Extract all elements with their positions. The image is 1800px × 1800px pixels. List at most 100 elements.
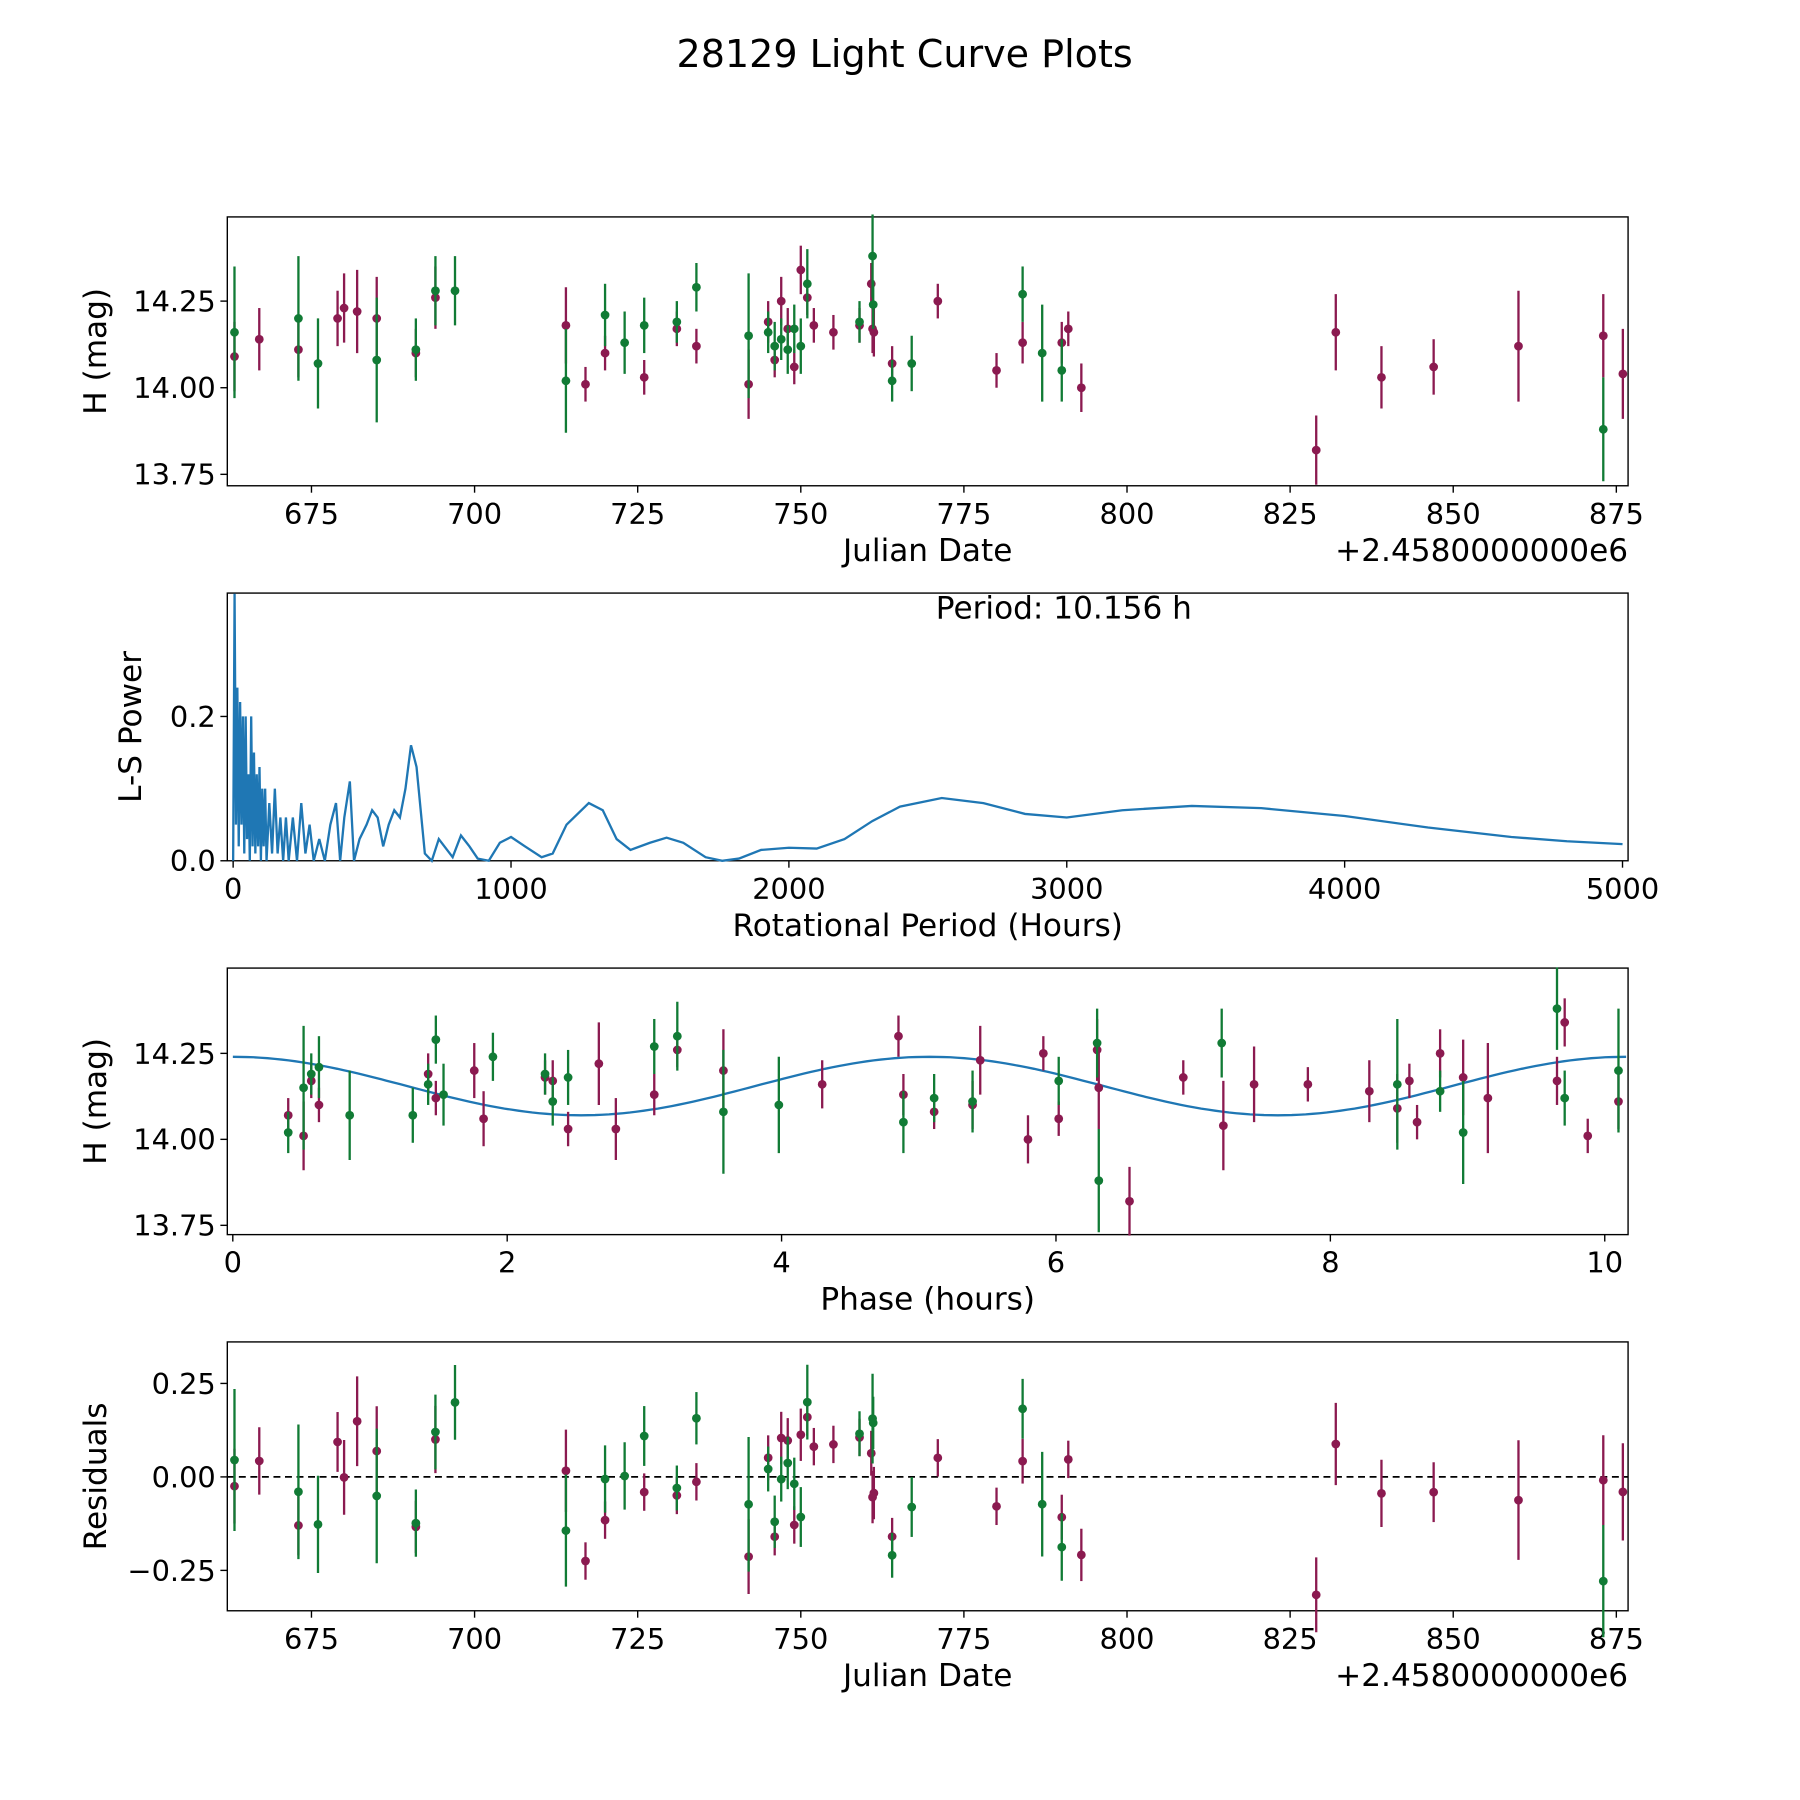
x-tick-label: 800 [1099,1622,1154,1656]
y-tick-label: −0.25 [127,1554,215,1588]
data-point [907,1502,917,1512]
data-point [372,355,382,365]
data-point [796,1512,806,1522]
data-point [1037,348,1047,358]
data-point [1054,1076,1064,1086]
data-point [809,1442,819,1452]
data-point [600,1515,610,1525]
data-point [431,1035,441,1044]
x-axis-label: Julian Date [841,533,1012,569]
data-point [992,366,1001,375]
data-point [1514,1495,1523,1505]
data-point [230,327,239,337]
x-axis-label: Phase (hours) [820,1282,1035,1318]
data-point [855,317,864,327]
data-point [479,1114,488,1124]
x-tick-label: 850 [1426,1622,1481,1656]
data-point [594,1059,604,1069]
data-point [345,1110,355,1120]
data-point [1598,1475,1608,1485]
x-tick-label: 700 [447,497,502,531]
data-point [899,1117,908,1127]
data-point [829,327,838,337]
data-point [1514,341,1523,351]
x-tick-label: 8 [1321,1246,1339,1280]
data-point [423,1079,433,1089]
data-point [450,286,460,296]
data-point [796,1430,806,1440]
data-point [294,1487,303,1497]
x-tick-label: 6 [1047,1246,1065,1280]
data-point [639,320,649,330]
data-point [802,279,812,289]
panel-residuals: 675 700 725 750 775 800 825 850 875 −0.25 0.00 0.25… [78,1341,1644,1694]
data-point [333,1437,342,1447]
x-tick-label: 750 [773,1622,828,1656]
x-tick-label: 800 [1099,497,1154,531]
x-offset-label: +2.4580000000e6 [1335,533,1628,569]
data-point [933,1453,943,1463]
data-point [1178,1073,1188,1082]
x-tick-label: 0 [224,1246,242,1280]
x-axis-label: Rotational Period (Hours) [732,908,1122,944]
data-point [339,303,349,313]
data-point [1218,1121,1228,1130]
data-point [313,359,323,368]
data-point [783,1458,793,1468]
y-tick-label: 14.00 [133,1123,216,1157]
data-point [783,345,793,354]
x-tick-label: 775 [936,497,991,531]
x-tick-label: 875 [1589,497,1644,531]
data-point [600,1474,610,1484]
data-point [1435,1048,1445,1058]
data-point [789,362,799,372]
panel-light-curve: 675 700 725 750 775 800 825 850 875 13.75 14.00 14.… [78,214,1644,569]
data-point [869,327,879,337]
data-point [1076,1550,1086,1560]
data-point [649,1042,659,1051]
data-point [1412,1117,1422,1127]
data-point [1429,362,1439,372]
data-point [817,1079,827,1089]
y-tick-label: 14.25 [133,284,216,318]
x-tick-label: 675 [284,497,339,531]
data-point [796,265,806,275]
data-point [411,1518,421,1528]
x-axis-label: Julian Date [841,1658,1012,1694]
plot-area-frame [226,592,1629,862]
data-point [431,286,440,296]
x-tick-label: 4 [772,1246,790,1280]
data-point [372,1491,382,1501]
data-point [561,1526,571,1535]
x-tick-label: 700 [447,1622,502,1656]
y-axis-label: H (mag) [78,1038,114,1165]
data-point [1092,1038,1102,1048]
data-point [1560,1093,1570,1103]
data-point [1094,1176,1104,1186]
data-point [306,1069,316,1079]
data-point [887,376,897,386]
data-point [1429,1487,1439,1497]
data-point [581,379,590,389]
data-point [1054,1114,1064,1124]
y-tick-label: 13.75 [133,458,216,492]
model-curve [232,1055,1627,1117]
data-point [672,1031,682,1041]
data-point [1331,327,1341,337]
x-tick-label: 725 [610,1622,665,1656]
data-point [1598,331,1608,341]
data-point [600,348,610,358]
x-offset-label: +2.4580000000e6 [1335,1658,1628,1694]
x-tick-label: 725 [610,497,665,531]
x-tick-label: 850 [1426,497,1481,531]
data-point [620,1471,630,1481]
figure-title: 28129 Light Curve Plots [676,32,1132,76]
data-point [1037,1499,1047,1509]
data-point [1552,1004,1562,1014]
data-point [796,341,806,351]
data-point [600,310,610,320]
data-point [1405,1076,1414,1086]
data-point [692,341,701,351]
data-point [894,1031,903,1041]
